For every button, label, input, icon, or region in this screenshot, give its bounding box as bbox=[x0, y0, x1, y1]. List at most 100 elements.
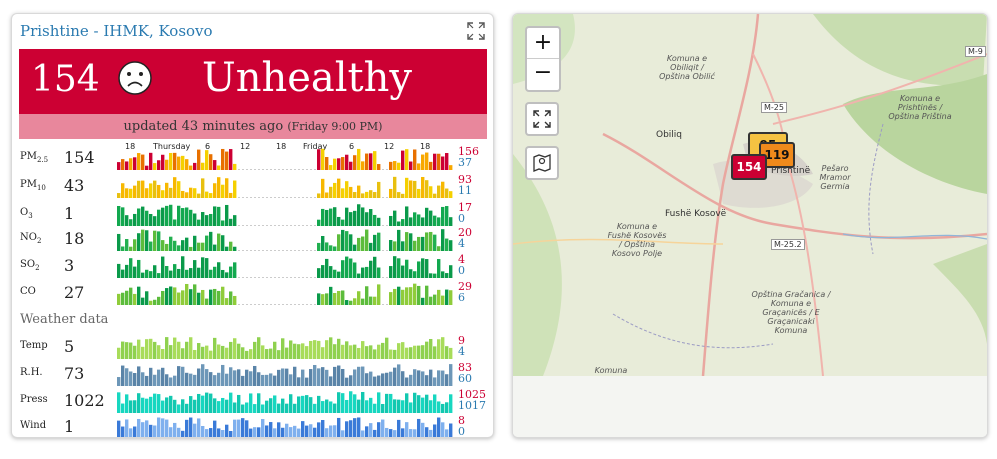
sparkline-bar bbox=[445, 188, 449, 198]
sparkline-bar bbox=[233, 402, 237, 413]
map-tiles[interactable] bbox=[513, 14, 987, 376]
zoom-out-button[interactable]: − bbox=[533, 60, 553, 85]
weather-sparkline[interactable] bbox=[117, 361, 453, 387]
sparkline-bar bbox=[193, 349, 197, 359]
sparkline-bar bbox=[221, 286, 225, 305]
sparkline-bar bbox=[229, 218, 233, 226]
sparkline-bar bbox=[449, 240, 453, 251]
sparkline-bar bbox=[209, 213, 213, 226]
map-card[interactable]: + − Obiliq Fushë Kosovë Prishtinë Komuna… bbox=[512, 13, 988, 438]
sparkline-bar bbox=[269, 422, 273, 437]
sparkline-bar bbox=[137, 180, 141, 198]
sparkline-bar bbox=[129, 342, 133, 359]
weather-max: 1025 bbox=[458, 388, 486, 401]
sparkline-bar bbox=[437, 185, 441, 198]
sparkline-baseline-dot bbox=[302, 169, 304, 170]
sparkline-bar bbox=[217, 428, 221, 437]
pollutant-row[interactable]: SO2 3 4 0 bbox=[20, 253, 490, 279]
sparkline-bar bbox=[241, 404, 245, 413]
sparkline-bar bbox=[145, 375, 149, 386]
pollutant-row[interactable]: CO 27 29 6 bbox=[20, 280, 490, 306]
sparkline-bar bbox=[441, 295, 445, 305]
aqi-marker[interactable]: 154 bbox=[731, 154, 767, 180]
sparkline-bar bbox=[193, 235, 197, 251]
sparkline-baseline-dot bbox=[254, 225, 256, 226]
weather-row[interactable]: Temp 5 9 4 bbox=[20, 334, 490, 360]
sparkline-bar bbox=[333, 344, 337, 359]
sparkline-bar bbox=[397, 419, 401, 437]
sparkline-bar bbox=[173, 152, 177, 170]
sparkline-baseline-dot bbox=[250, 169, 252, 170]
sparkline-bar bbox=[121, 269, 125, 278]
pollutant-max: 156 bbox=[458, 145, 479, 158]
pollutant-row[interactable]: PM2.5 154 156 37 bbox=[20, 145, 490, 171]
weather-row[interactable]: Wind 1 8 0 bbox=[20, 414, 490, 438]
sparkline-bar bbox=[317, 219, 321, 226]
station-title[interactable]: Prishtine - IHMK, Kosovo bbox=[20, 22, 213, 40]
sparkline-bar bbox=[177, 341, 181, 359]
sparkline-bar bbox=[345, 377, 349, 386]
sparkline-bar bbox=[385, 372, 389, 386]
sparkline-baseline-dot bbox=[270, 225, 272, 226]
sparkline-bar bbox=[177, 205, 181, 226]
sparkline-bar bbox=[445, 402, 449, 413]
map-layers-button[interactable] bbox=[525, 146, 559, 180]
sparkline-bar bbox=[405, 377, 409, 386]
sparkline-bar bbox=[449, 423, 453, 437]
pollutant-sparkline[interactable] bbox=[117, 253, 453, 279]
pollutant-sparkline[interactable] bbox=[117, 145, 453, 171]
sparkline-bar bbox=[369, 296, 373, 305]
weather-sparkline[interactable] bbox=[117, 334, 453, 360]
sparkline-bar bbox=[117, 205, 121, 226]
pollutant-row[interactable]: O3 1 17 0 bbox=[20, 201, 490, 227]
pollutant-sparkline[interactable] bbox=[117, 226, 453, 252]
sparkline-bar bbox=[277, 369, 281, 386]
sparkline-bar bbox=[153, 393, 157, 413]
weather-row[interactable]: R.H. 73 83 60 bbox=[20, 361, 490, 387]
sparkline-bar bbox=[437, 289, 441, 305]
pollutant-max: 20 bbox=[458, 226, 472, 239]
sparkline-bar bbox=[389, 240, 393, 251]
pollutant-row[interactable]: NO2 18 20 4 bbox=[20, 226, 490, 252]
weather-max: 83 bbox=[458, 361, 472, 374]
sparkline-bar bbox=[325, 399, 329, 413]
pollutant-row[interactable]: PM10 43 93 11 bbox=[20, 173, 490, 199]
weather-row[interactable]: Press 1022 1025 1017 bbox=[20, 388, 490, 414]
pollutant-sparkline[interactable] bbox=[117, 201, 453, 227]
sparkline-baseline-dot bbox=[258, 169, 260, 170]
pollutant-sparkline[interactable] bbox=[117, 280, 453, 306]
sparkline-bar bbox=[189, 289, 193, 305]
road-label: M-25.2 bbox=[771, 239, 805, 250]
sparkline-bar bbox=[365, 346, 369, 359]
sparkline-baseline-dot bbox=[246, 277, 248, 278]
sparkline-bar bbox=[157, 273, 161, 278]
fullscreen-icon bbox=[533, 110, 551, 128]
map-area-label: Komuna e Obiliqit / Opština Obilić bbox=[659, 54, 715, 81]
sparkline-bar bbox=[253, 341, 257, 359]
weather-sparkline[interactable] bbox=[117, 414, 453, 438]
sparkline-baseline-dot bbox=[382, 169, 384, 170]
sparkline-bar bbox=[425, 285, 429, 305]
sparkline-bar bbox=[129, 371, 133, 386]
sparkline-baseline-dot bbox=[302, 197, 304, 198]
expand-icon[interactable] bbox=[467, 22, 485, 40]
sparkline-bar bbox=[353, 210, 357, 226]
fullscreen-button[interactable] bbox=[525, 102, 559, 136]
sparkline-bar bbox=[337, 417, 341, 437]
sparkline-bar bbox=[185, 341, 189, 359]
sparkline-bar bbox=[221, 184, 225, 198]
sparkline-bar bbox=[353, 155, 357, 170]
sparkline-bar bbox=[225, 424, 229, 437]
sparkline-bar bbox=[357, 417, 361, 437]
sparkline-bar bbox=[181, 240, 185, 251]
zoom-in-button[interactable]: + bbox=[527, 28, 559, 59]
sparkline-bar bbox=[449, 191, 453, 198]
sparkline-bar bbox=[193, 423, 197, 437]
sparkline-bar bbox=[157, 369, 161, 386]
pollutant-label: CO bbox=[20, 286, 36, 297]
pollutant-sparkline[interactable] bbox=[117, 173, 453, 199]
sparkline-bar bbox=[169, 377, 173, 386]
sparkline-bar bbox=[313, 340, 317, 359]
weather-sparkline[interactable] bbox=[117, 388, 453, 414]
sparkline-bar bbox=[117, 193, 121, 198]
